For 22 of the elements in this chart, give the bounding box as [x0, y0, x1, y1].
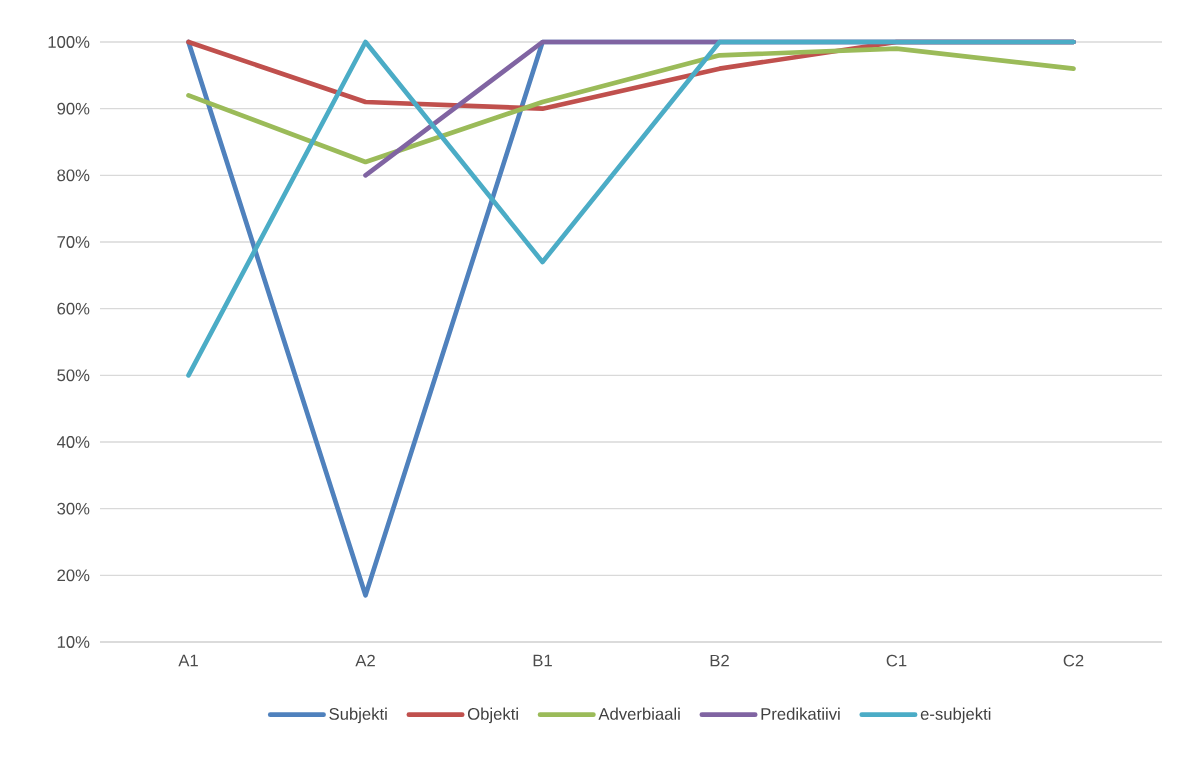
x-tick-label: A2: [355, 654, 375, 667]
y-tick-label: 70%: [57, 236, 90, 248]
line-series: [186, 46, 1076, 165]
x-tick-label: B1: [533, 654, 552, 667]
x-tick-label: C1: [886, 654, 907, 667]
y-tick-label: 20%: [57, 569, 90, 582]
y-tick-label: 90%: [57, 102, 90, 115]
y-tick-label: 50%: [57, 369, 90, 382]
y-tick-label: 10%: [57, 636, 90, 648]
x-tick-label: A1: [178, 654, 198, 667]
legend-label: Objekti: [467, 707, 518, 724]
y-tick-label: 100%: [48, 36, 90, 48]
y-tick-label: 30%: [57, 502, 90, 515]
x-tick-label: B2: [710, 654, 729, 667]
x-tick-label: C2: [1063, 654, 1084, 667]
legend-label: Subjekti: [329, 707, 387, 724]
legend-label: Predikatiivi: [761, 707, 840, 720]
legend-label: e-subjekti: [920, 707, 991, 724]
y-tick-label: 60%: [57, 302, 90, 315]
y-tick-label: 80%: [57, 169, 90, 182]
y-tick-label: 40%: [56, 436, 90, 448]
legend-label: Adverbiaali: [598, 707, 680, 720]
